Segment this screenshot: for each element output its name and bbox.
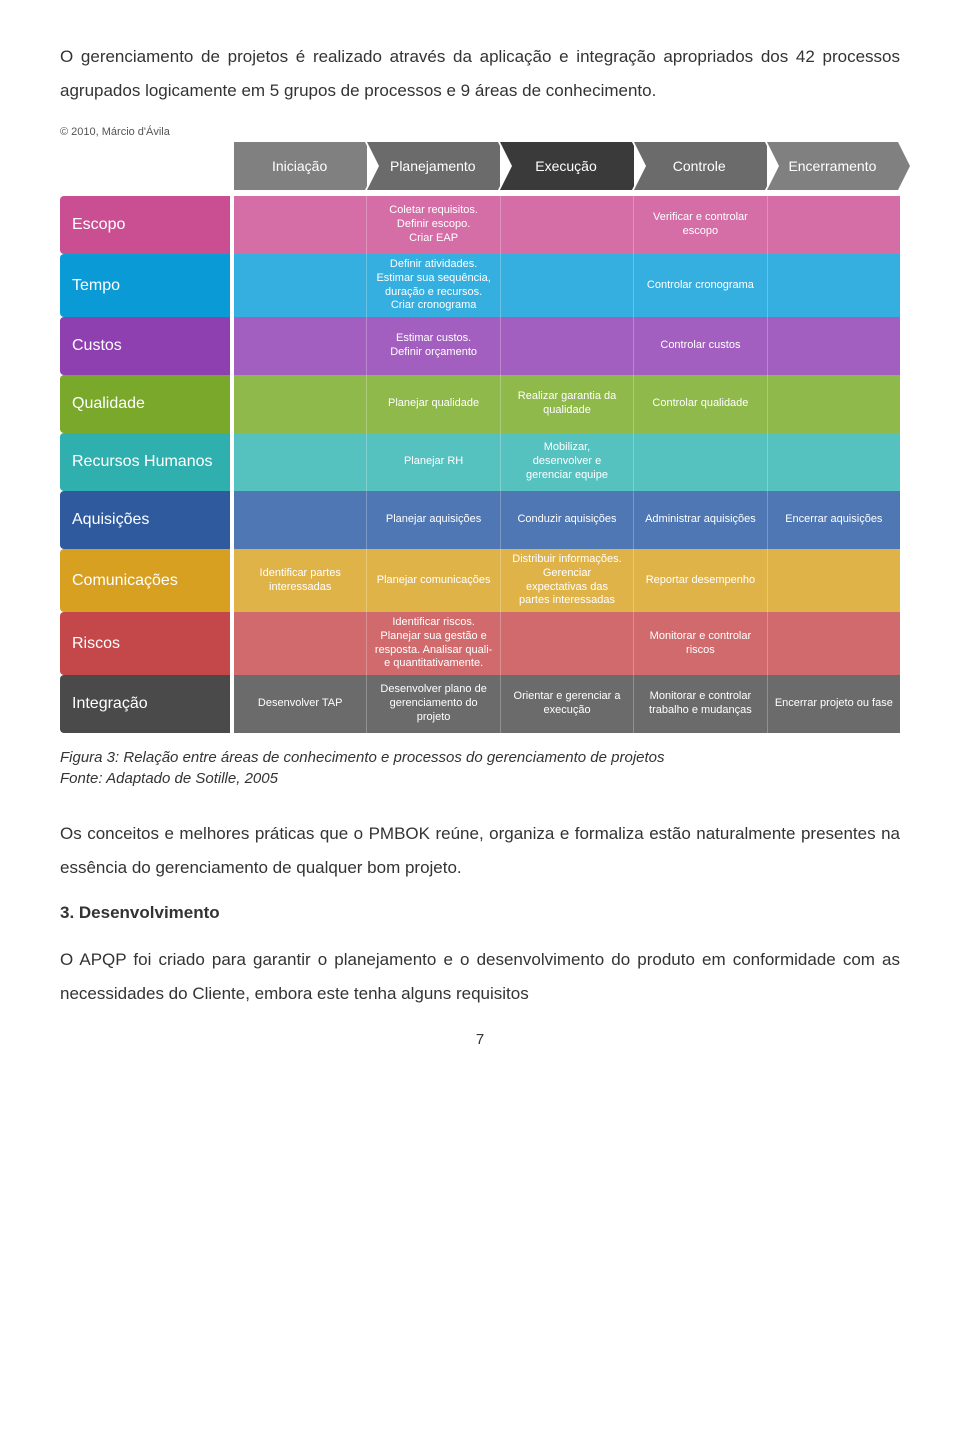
matrix-cell: Desenvolver TAP	[234, 675, 367, 733]
section-3-heading: 3. Desenvolvimento	[60, 903, 900, 923]
page-number: 7	[60, 1031, 900, 1048]
row-cells: Definir atividades. Estimar sua sequênci…	[234, 254, 900, 317]
matrix-row: IntegraçãoDesenvolver TAPDesenvolver pla…	[60, 675, 900, 733]
matrix-cell: Distribuir informações. Gerenciar expect…	[501, 549, 634, 612]
matrix-cell	[768, 375, 900, 433]
row-cells: Coletar requisitos. Definir escopo. Cria…	[234, 196, 900, 254]
matrix-cell: Controlar custos	[634, 317, 767, 375]
matrix-cell: Encerrar aquisições	[768, 491, 900, 549]
matrix-cell: Identificar riscos. Planejar sua gestão …	[367, 612, 500, 675]
matrix-row: QualidadePlanejar qualidadeRealizar gara…	[60, 375, 900, 433]
header-blank-cell	[60, 142, 230, 190]
matrix-row: Escopo Coletar requisitos. Definir escopo…	[60, 196, 900, 254]
matrix-row: Recursos HumanosPlanejar RHMobilizar, de…	[60, 433, 900, 491]
matrix-row: Custos Estimar custos. Definir orçamento C…	[60, 317, 900, 375]
matrix-row: Riscos Identificar riscos. Planejar sua g…	[60, 612, 900, 675]
matrix-cell: Realizar garantia da qualidade	[501, 375, 634, 433]
phase-label: Execução	[535, 158, 596, 174]
row-label: Escopo	[60, 196, 230, 254]
matrix-cell: Verificar e controlar escopo	[634, 196, 767, 254]
matrix-cell: Planejar aquisições	[367, 491, 500, 549]
row-label: Aquisições	[60, 491, 230, 549]
phase-label: Encerramento	[788, 158, 876, 174]
matrix-cell: Conduzir aquisições	[501, 491, 634, 549]
matrix-cell	[501, 612, 634, 675]
matrix-cell	[501, 196, 634, 254]
row-cells: Planejar qualidadeRealizar garantia da q…	[234, 375, 900, 433]
matrix-cell	[768, 196, 900, 254]
matrix-cell	[768, 549, 900, 612]
matrix-cell: Controlar qualidade	[634, 375, 767, 433]
row-label: Custos	[60, 317, 230, 375]
matrix-row: ComunicaçõesIdentificar partes interessa…	[60, 549, 900, 612]
matrix-cell	[768, 317, 900, 375]
matrix-cell: Mobilizar, desenvolver e gerenciar equip…	[501, 433, 634, 491]
row-cells: Planejar aquisiçõesConduzir aquisiçõesAd…	[234, 491, 900, 549]
matrix-cell	[234, 317, 367, 375]
row-cells: Estimar custos. Definir orçamento Control…	[234, 317, 900, 375]
matrix-cell: Orientar e gerenciar a execução	[501, 675, 634, 733]
row-label: Integração	[60, 675, 230, 733]
matrix-cell	[501, 317, 634, 375]
matrix-cell: Planejar comunicações	[367, 549, 500, 612]
paragraph-2: Os conceitos e melhores práticas que o P…	[60, 817, 900, 885]
paragraph-3: O APQP foi criado para garantir o planej…	[60, 943, 900, 1011]
copyright-line: © 2010, Márcio d'Ávila	[60, 126, 900, 138]
intro-paragraph: O gerenciamento de projetos é realizado …	[60, 40, 900, 108]
matrix-cell	[234, 491, 367, 549]
matrix-cell: Controlar cronograma	[634, 254, 767, 317]
row-label: Tempo	[60, 254, 230, 317]
row-cells: Desenvolver TAPDesenvolver plano de gere…	[234, 675, 900, 733]
matrix-cell	[234, 375, 367, 433]
matrix-cell: Coletar requisitos. Definir escopo. Cria…	[367, 196, 500, 254]
matrix-cell: Reportar desempenho	[634, 549, 767, 612]
matrix-cell	[234, 254, 367, 317]
phase-label: Iniciação	[272, 158, 327, 174]
matrix-cell: Monitorar e controlar trabalho e mudança…	[634, 675, 767, 733]
matrix-cell	[234, 433, 367, 491]
row-label: Comunicações	[60, 549, 230, 612]
figure-caption: Figura 3: Relação entre áreas de conheci…	[60, 749, 900, 766]
row-cells: Identificar partes interessadasPlanejar …	[234, 549, 900, 612]
matrix-cell	[501, 254, 634, 317]
phase-chevron: Execução	[500, 142, 631, 190]
matrix-row: AquisiçõesPlanejar aquisiçõesConduzir aq…	[60, 491, 900, 549]
row-cells: Planejar RHMobilizar, desenvolver e gere…	[234, 433, 900, 491]
figure-source: Fonte: Adaptado de Sotille, 2005	[60, 770, 900, 787]
matrix-cell: Planejar RH	[367, 433, 500, 491]
phase-label: Planejamento	[390, 158, 476, 174]
matrix-cell	[768, 254, 900, 317]
matrix-cell: Administrar aquisições	[634, 491, 767, 549]
matrix-cell	[768, 612, 900, 675]
matrix-cell: Identificar partes interessadas	[234, 549, 367, 612]
phase-label: Controle	[673, 158, 726, 174]
row-label: Riscos	[60, 612, 230, 675]
matrix-cell	[768, 433, 900, 491]
matrix-cell: Desenvolver plano de gerenciamento do pr…	[367, 675, 500, 733]
phase-chevrons: Iniciação Planejamento Execução Controle Enc…	[234, 142, 900, 190]
phase-chevron: Controle	[634, 142, 765, 190]
phase-chevron: Planejamento	[367, 142, 498, 190]
phase-chevron: Encerramento	[767, 142, 898, 190]
matrix-row: Tempo Definir atividades. Estimar sua seq…	[60, 254, 900, 317]
knowledge-process-matrix: Iniciação Planejamento Execução Controle Enc…	[60, 142, 900, 733]
matrix-cell	[634, 433, 767, 491]
matrix-cell: Monitorar e controlar riscos	[634, 612, 767, 675]
matrix-cell	[234, 612, 367, 675]
phase-chevron: Iniciação	[234, 142, 365, 190]
row-label: Qualidade	[60, 375, 230, 433]
matrix-cell: Definir atividades. Estimar sua sequênci…	[367, 254, 500, 317]
matrix-cell	[234, 196, 367, 254]
matrix-cell: Planejar qualidade	[367, 375, 500, 433]
row-label: Recursos Humanos	[60, 433, 230, 491]
matrix-header-row: Iniciação Planejamento Execução Controle Enc…	[60, 142, 900, 190]
matrix-cell: Estimar custos. Definir orçamento	[367, 317, 500, 375]
matrix-cell: Encerrar projeto ou fase	[768, 675, 900, 733]
row-cells: Identificar riscos. Planejar sua gestão …	[234, 612, 900, 675]
